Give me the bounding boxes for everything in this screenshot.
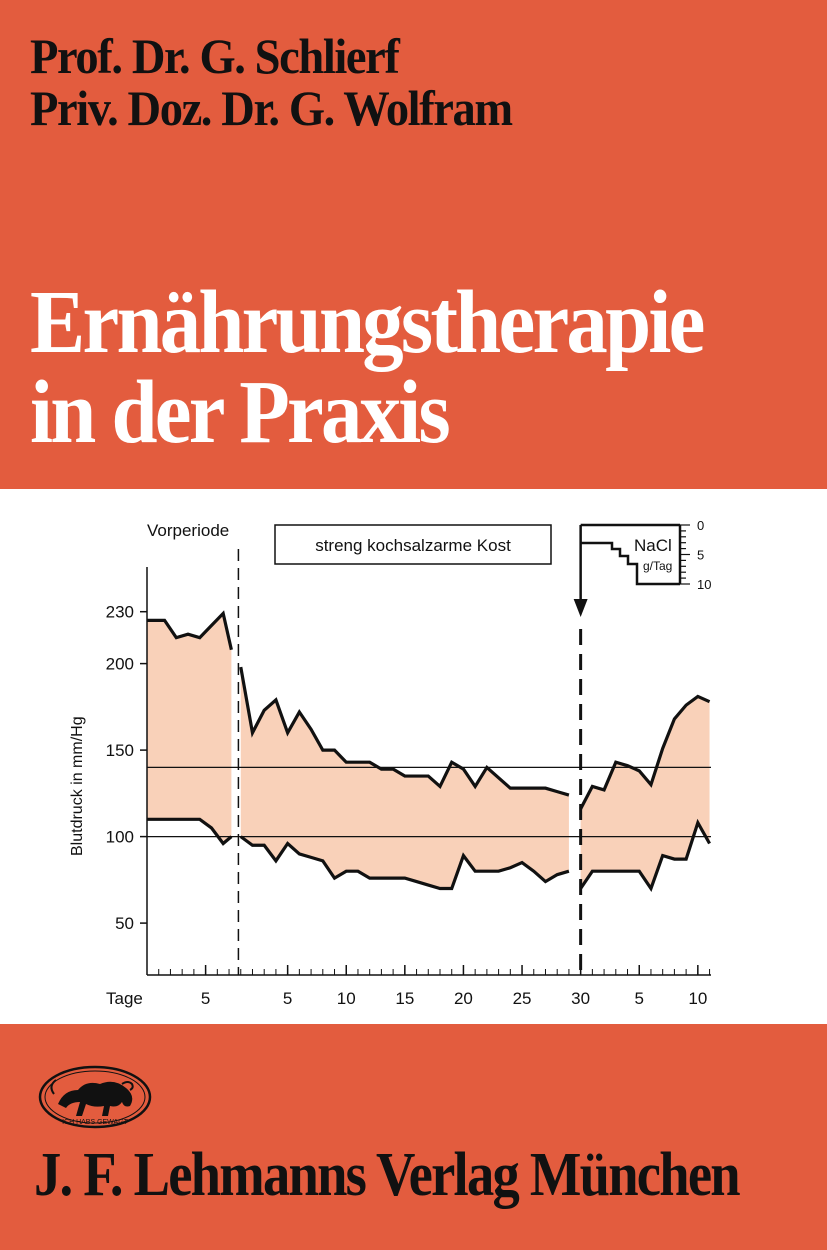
title-line-2: in der Praxis bbox=[30, 363, 451, 462]
range-fill-layer bbox=[147, 613, 710, 889]
logo-motto: ICH HABS GEWAGT bbox=[62, 1119, 129, 1126]
title-line-1: Ernährungstherapie bbox=[30, 273, 705, 372]
x-tick-label: 10 bbox=[337, 989, 356, 1008]
y-axis-label: Blutdruck in mm/Hg bbox=[69, 716, 86, 856]
systolic-line-1 bbox=[239, 666, 570, 797]
nacl-unit: g/Tag bbox=[643, 559, 672, 573]
author-2: Priv. Doz. Dr. G. Wolfram bbox=[30, 80, 513, 136]
y-tick-label-50: 50 bbox=[115, 914, 134, 933]
axes bbox=[140, 525, 711, 976]
y-tick-label-230: 230 bbox=[106, 603, 134, 622]
x-tick-label: 5 bbox=[635, 989, 644, 1008]
range-fill-2 bbox=[580, 696, 710, 889]
x-tick-label: 5 bbox=[201, 989, 210, 1008]
nacl-tick-label: 5 bbox=[697, 548, 704, 563]
publisher-name: J. F. Lehmanns Verlag München bbox=[34, 1141, 741, 1209]
diet-label: streng kochsalzarme Kost bbox=[315, 536, 511, 555]
book-title: Ernährungstherapie in der Praxis bbox=[30, 273, 705, 462]
author-block: Prof. Dr. G. Schlierf Priv. Doz. Dr. G. … bbox=[30, 28, 513, 136]
diastolic-line-0 bbox=[147, 817, 233, 846]
systolic-line-0 bbox=[147, 610, 233, 651]
x-tick-label: 5 bbox=[283, 989, 292, 1008]
diastolic-line-2 bbox=[579, 818, 711, 893]
chart-panel: 230 200 150 100 50 5 5 10 15 20 25 30 5 10 Tage Blutdru… bbox=[0, 489, 827, 1024]
x-tick-label: 20 bbox=[454, 989, 473, 1008]
nacl-tick-label: 0 bbox=[697, 518, 704, 533]
lion-logo-icon: ICH HABS GEWAGT bbox=[38, 1065, 152, 1129]
x-tick-label: 25 bbox=[513, 989, 532, 1008]
x-axis-label: Tage bbox=[106, 989, 143, 1008]
y-tick-label-150: 150 bbox=[106, 741, 134, 760]
y-tick-label-200: 200 bbox=[106, 655, 134, 674]
phase-label: Vorperiode bbox=[147, 521, 229, 540]
nacl-inset: 0 5 10 NaCl g/Tag bbox=[580, 518, 711, 592]
author-1: Prof. Dr. G. Schlierf bbox=[30, 28, 400, 84]
x-tick-label: 15 bbox=[395, 989, 414, 1008]
range-fill-0 bbox=[147, 613, 232, 844]
bottom-band bbox=[0, 1024, 827, 1250]
x-tick-label: 10 bbox=[688, 989, 707, 1008]
range-fill-1 bbox=[240, 667, 569, 889]
nacl-tick-label: 10 bbox=[697, 577, 711, 592]
arrow-head-icon bbox=[573, 599, 588, 617]
diastolic-line-1 bbox=[239, 835, 570, 891]
nacl-label: NaCl bbox=[634, 536, 672, 555]
top-band bbox=[0, 0, 827, 489]
systolic-line-2 bbox=[579, 694, 711, 810]
diet-box bbox=[274, 524, 552, 565]
x-tick-label: 30 bbox=[571, 989, 590, 1008]
y-tick-label-100: 100 bbox=[106, 828, 134, 847]
series-lines bbox=[147, 610, 711, 893]
nacl-step-curve bbox=[580, 541, 680, 586]
